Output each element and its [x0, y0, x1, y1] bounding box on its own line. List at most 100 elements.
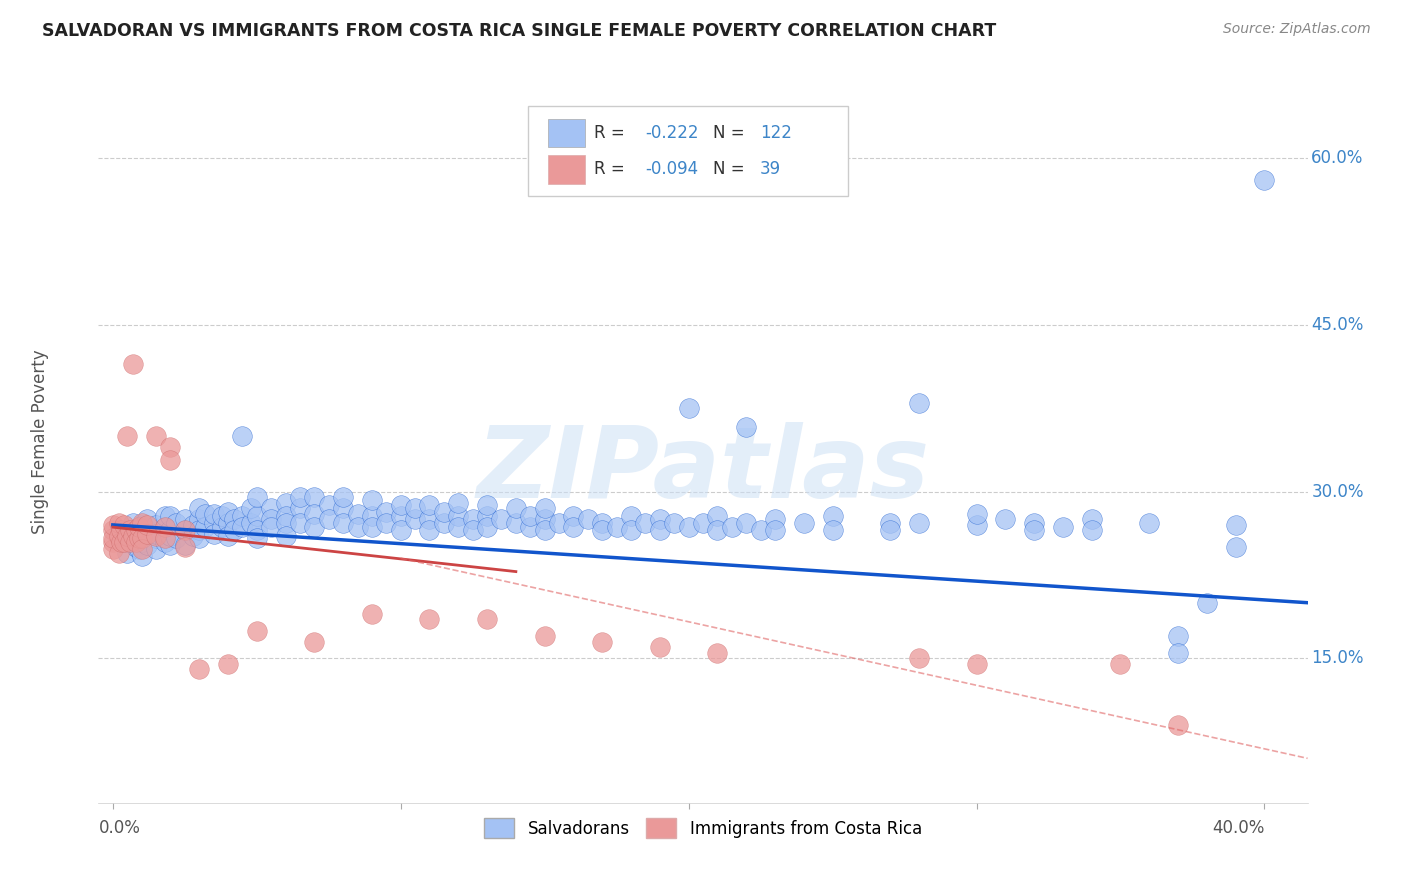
Point	[246, 531, 269, 545]
Point	[706, 646, 728, 660]
FancyBboxPatch shape	[527, 105, 848, 196]
Point	[131, 516, 153, 530]
Point	[1253, 173, 1275, 187]
Point	[994, 512, 1017, 526]
Point	[678, 401, 700, 416]
Point	[361, 520, 384, 534]
Point	[562, 520, 585, 534]
Point	[519, 520, 541, 534]
Text: -0.094: -0.094	[645, 161, 699, 178]
Point	[821, 508, 844, 523]
Point	[145, 517, 167, 532]
FancyBboxPatch shape	[548, 154, 585, 184]
Point	[183, 517, 205, 532]
Point	[447, 496, 470, 510]
Point	[115, 429, 138, 443]
Point	[404, 512, 426, 526]
Point	[1022, 524, 1045, 538]
Point	[634, 516, 657, 530]
Point	[576, 512, 599, 526]
Point	[1225, 517, 1247, 532]
Point	[128, 542, 150, 557]
Point	[202, 507, 225, 521]
Point	[125, 540, 148, 554]
Point	[240, 501, 263, 516]
Point	[533, 524, 555, 538]
Point	[217, 516, 239, 530]
Point	[793, 516, 815, 530]
Point	[346, 507, 368, 521]
Point	[692, 516, 714, 530]
Point	[288, 490, 311, 504]
Point	[107, 546, 129, 560]
Point	[115, 534, 138, 549]
Point	[153, 534, 176, 549]
Point	[304, 520, 326, 534]
Point	[1080, 512, 1102, 526]
FancyBboxPatch shape	[548, 119, 585, 147]
Text: R =: R =	[595, 161, 630, 178]
Point	[389, 498, 412, 512]
Point	[274, 508, 297, 523]
Point	[145, 526, 167, 541]
Point	[1080, 524, 1102, 538]
Point	[194, 507, 217, 521]
Point	[246, 524, 269, 538]
Point	[159, 524, 181, 538]
Point	[165, 531, 187, 545]
Point	[260, 512, 283, 526]
Point	[706, 508, 728, 523]
Text: N =: N =	[713, 124, 749, 142]
Legend: Salvadorans, Immigrants from Costa Rica: Salvadorans, Immigrants from Costa Rica	[478, 812, 928, 845]
Point	[112, 534, 135, 549]
Point	[122, 529, 145, 543]
Point	[375, 505, 398, 519]
Point	[821, 524, 844, 538]
Point	[173, 538, 195, 552]
Point	[122, 531, 145, 545]
Text: 60.0%: 60.0%	[1312, 149, 1364, 167]
Point	[101, 524, 124, 538]
Point	[131, 517, 153, 532]
Point	[346, 520, 368, 534]
Point	[194, 520, 217, 534]
Point	[505, 516, 527, 530]
Point	[735, 516, 758, 530]
Point	[375, 516, 398, 530]
Point	[879, 524, 901, 538]
Point	[122, 516, 145, 530]
Point	[389, 508, 412, 523]
Point	[222, 524, 245, 538]
Point	[188, 512, 211, 526]
Point	[620, 524, 643, 538]
Text: -0.222: -0.222	[645, 124, 699, 142]
Point	[318, 512, 340, 526]
Point	[136, 524, 159, 538]
Point	[136, 538, 159, 552]
Point	[648, 640, 671, 655]
Point	[288, 501, 311, 516]
Point	[389, 524, 412, 538]
Point	[475, 498, 498, 512]
Text: 39: 39	[759, 161, 780, 178]
Point	[131, 542, 153, 557]
Point	[159, 453, 181, 467]
Point	[304, 490, 326, 504]
Point	[461, 524, 484, 538]
Point	[433, 516, 456, 530]
Text: 30.0%: 30.0%	[1312, 483, 1364, 500]
Point	[217, 505, 239, 519]
Point	[173, 524, 195, 538]
Point	[159, 529, 181, 543]
Point	[159, 538, 181, 552]
Point	[664, 516, 686, 530]
Point	[211, 508, 233, 523]
Point	[475, 508, 498, 523]
Point	[173, 524, 195, 538]
Point	[131, 549, 153, 563]
Point	[246, 508, 269, 523]
Point	[246, 490, 269, 504]
Point	[533, 501, 555, 516]
Point	[173, 512, 195, 526]
Point	[318, 498, 340, 512]
